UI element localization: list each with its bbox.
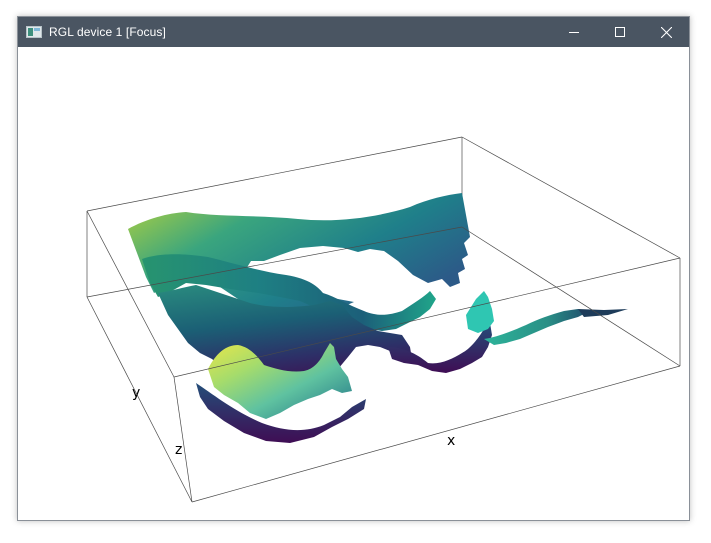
surface-plot: y z x — [86, 136, 681, 503]
minimize-icon — [569, 32, 579, 33]
close-button[interactable] — [643, 17, 689, 47]
surface-front-hill — [208, 343, 352, 419]
bounding-box-front — [86, 210, 681, 503]
surface-right-valley — [388, 323, 492, 373]
z-axis-label: z — [175, 442, 182, 458]
rgl-3d-viewport[interactable]: y z x — [18, 47, 689, 520]
surface-right-tail — [578, 309, 628, 317]
rgl-device-window: RGL device 1 [Focus] — [17, 16, 690, 521]
x-axis-label: x — [447, 433, 455, 449]
surface-middle-ridge — [142, 254, 436, 331]
window-title: RGL device 1 [Focus] — [49, 25, 166, 39]
surface-back-sheet — [128, 193, 470, 313]
rgl-window-icon — [26, 26, 42, 38]
surface-cyan-spike — [466, 291, 494, 333]
maximize-icon — [615, 27, 625, 37]
close-icon — [660, 26, 672, 38]
window-controls — [551, 17, 689, 47]
surface-dark-basin — [196, 383, 366, 443]
title-bar[interactable]: RGL device 1 [Focus] — [18, 17, 689, 47]
maximize-button[interactable] — [597, 17, 643, 47]
surface-hole-2 — [416, 283, 470, 331]
surface-mesh — [128, 193, 628, 443]
y-axis-label: y — [132, 385, 140, 401]
surface-right-ribbon — [484, 309, 590, 345]
minimize-button[interactable] — [551, 17, 597, 47]
